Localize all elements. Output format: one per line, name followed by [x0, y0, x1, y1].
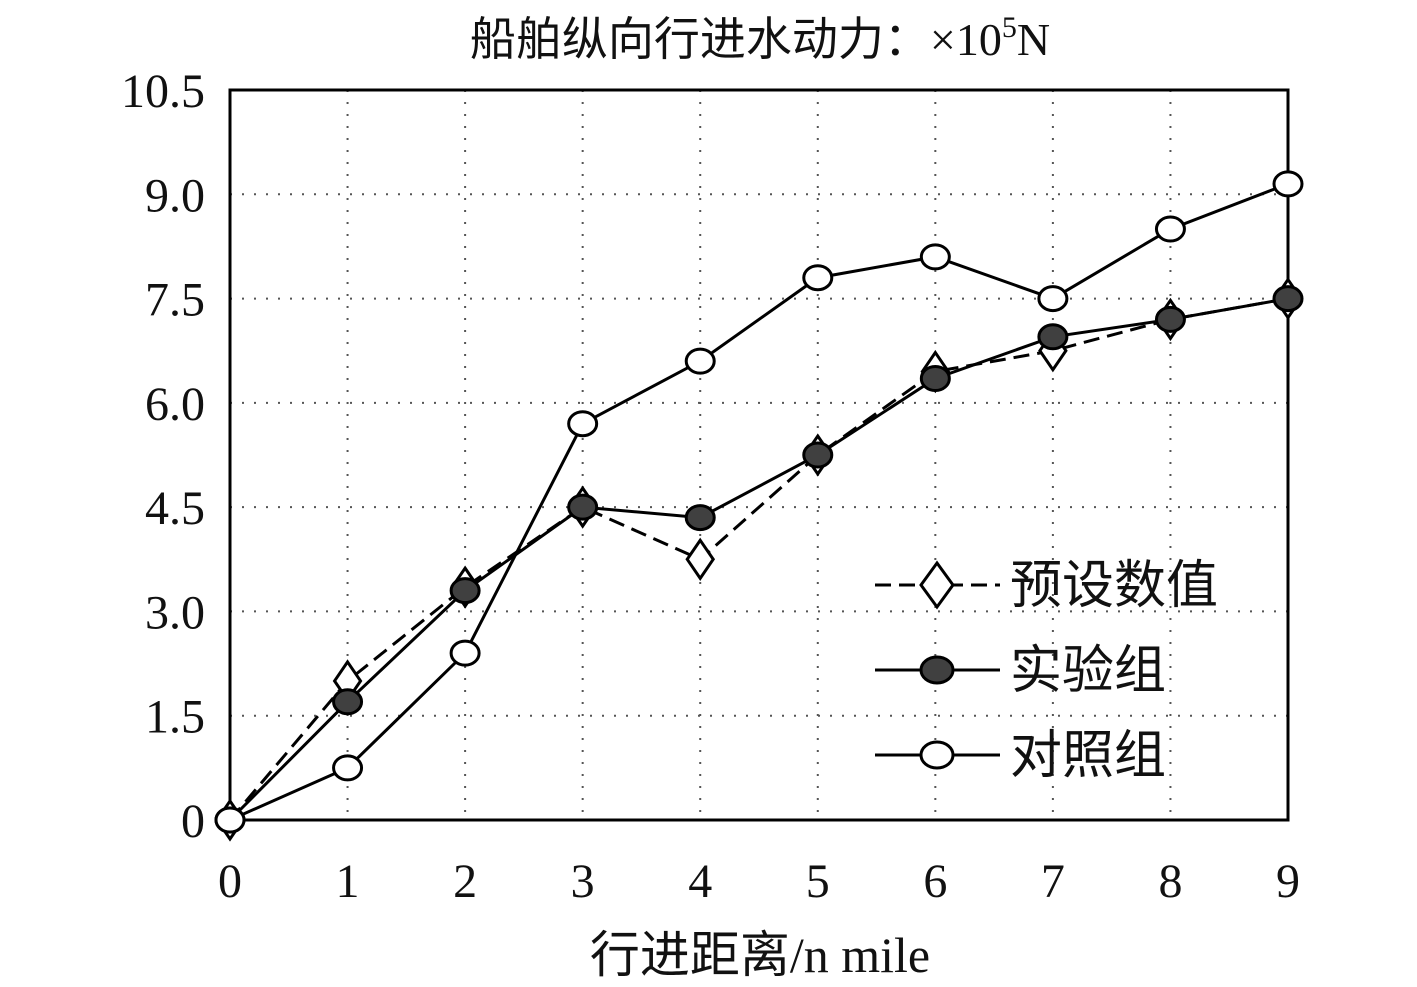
series-0-point-4 [685, 537, 716, 581]
series-1-point-6 [919, 365, 951, 393]
y-tick-label-4: 6.0 [145, 378, 205, 431]
series-1-point-7 [1037, 323, 1069, 351]
x-tick-label-9: 9 [1276, 855, 1300, 908]
y-axis-title-exponent: 5 [1002, 11, 1017, 44]
x-axis-title: 行进距离/n mile [590, 927, 930, 983]
series-2-point-7 [1037, 285, 1069, 313]
series-1-point-3 [567, 493, 599, 521]
legend-marker-1 [919, 655, 955, 685]
series-1-point-9 [1272, 285, 1304, 313]
series-2-point-0 [214, 806, 246, 834]
x-tick-label-7: 7 [1041, 855, 1065, 908]
legend-label-2: 对照组 [1010, 728, 1166, 785]
series-line-0 [228, 297, 1289, 821]
x-tick-label-3: 3 [571, 855, 595, 908]
series-1-point-2 [449, 577, 481, 605]
x-tick-label-0: 0 [218, 855, 242, 908]
y-tick-label-6: 9.0 [145, 169, 205, 222]
series-1-point-1 [332, 688, 364, 716]
x-tick-label-8: 8 [1158, 855, 1182, 908]
y-axis-title: 船舶纵向行进水动力：×105N [470, 11, 1050, 65]
x-tick-label-6: 6 [923, 855, 947, 908]
y-axis-title-unit: N [1017, 14, 1050, 65]
series-group [214, 170, 1304, 842]
y-tick-label-2: 3.0 [145, 586, 205, 639]
y-tick-label-5: 7.5 [145, 274, 205, 327]
series-2-point-3 [567, 410, 599, 438]
x-tick-labels: 0 1 2 3 4 5 6 7 8 9 [218, 855, 1300, 908]
series-2-point-1 [332, 754, 364, 782]
legend-label-1: 实验组 [1010, 643, 1166, 700]
series-line-1 [228, 297, 1289, 822]
y-tick-label-3: 4.5 [145, 482, 205, 535]
series-1-point-8 [1154, 305, 1186, 333]
series-2-point-2 [449, 639, 481, 667]
x-tick-label-1: 1 [336, 855, 360, 908]
y-tick-label-0: 0 [181, 795, 205, 848]
series-2-point-4 [684, 347, 716, 375]
series-2 [214, 170, 1304, 834]
series-1-point-5 [802, 441, 834, 469]
legend-marker-2 [919, 740, 955, 770]
legend-label-0: 预设数值 [1010, 558, 1218, 615]
series-2-point-9 [1272, 170, 1304, 198]
y-tick-label-7: 10.5 [121, 65, 205, 118]
y-tick-label-1: 1.5 [145, 691, 205, 744]
y-tick-labels: 0 1.5 3.0 4.5 6.0 7.5 9.0 10.5 [121, 65, 205, 848]
legend-marker-0 [919, 560, 955, 610]
series-2-point-8 [1154, 215, 1186, 243]
grid-lines [230, 90, 1288, 820]
plot-area-frame [228, 88, 1290, 822]
series-2-point-6 [919, 243, 951, 271]
x-tick-label-2: 2 [453, 855, 477, 908]
y-axis-title-main: 船舶纵向行进水动力：×10 [470, 14, 1002, 65]
series-line-2 [229, 182, 1289, 822]
x-tick-label-4: 4 [688, 855, 712, 908]
series-2-point-5 [802, 264, 834, 292]
series-1-point-4 [684, 504, 716, 532]
x-tick-label-5: 5 [806, 855, 830, 908]
